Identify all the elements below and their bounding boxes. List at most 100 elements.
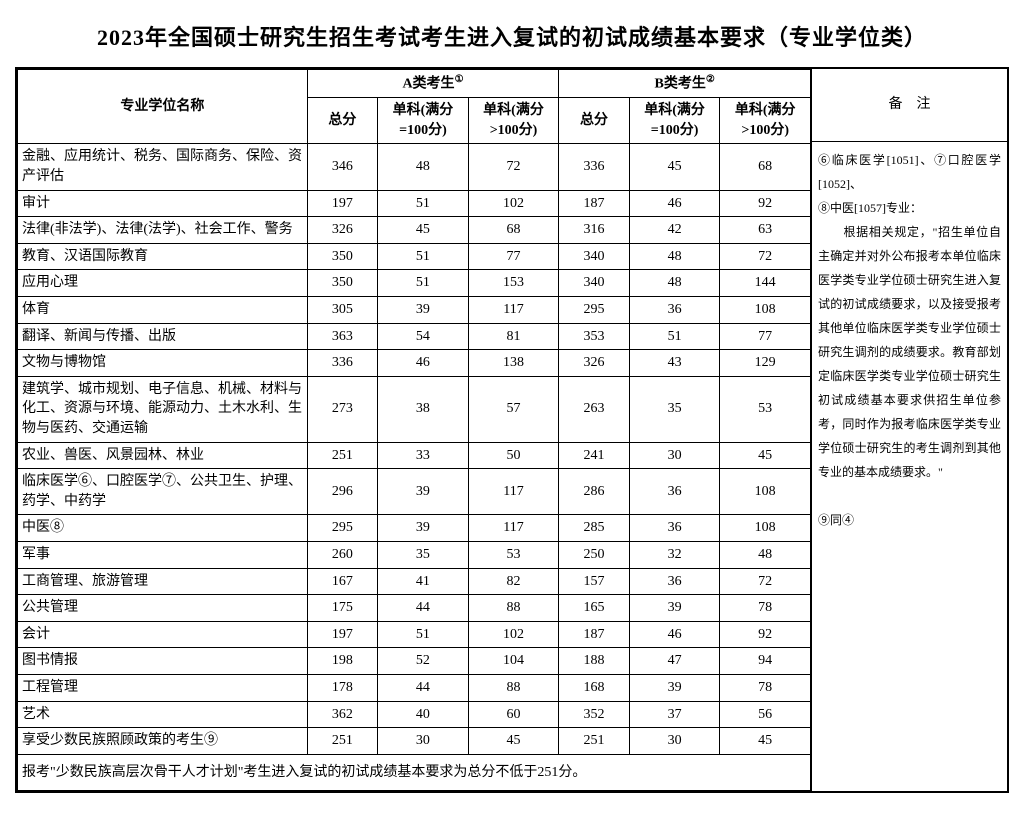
score-cell: 198 [307, 648, 377, 675]
score-cell: 46 [629, 621, 720, 648]
score-cell: 36 [629, 297, 720, 324]
score-cell: 340 [559, 243, 629, 270]
score-cell: 72 [720, 243, 811, 270]
col-b-subover100: 单科(满分>100分) [720, 98, 811, 144]
score-cell: 187 [559, 190, 629, 217]
score-cell: 78 [720, 674, 811, 701]
score-cell: 117 [468, 469, 559, 515]
score-cell: 117 [468, 297, 559, 324]
name-cell: 临床医学⑥、口腔医学⑦、公共卫生、护理、药学、中药学 [18, 469, 308, 515]
score-cell: 53 [468, 541, 559, 568]
col-group-b: B类考生② [559, 70, 811, 98]
score-cell: 53 [720, 376, 811, 442]
score-cell: 168 [559, 674, 629, 701]
score-cell: 286 [559, 469, 629, 515]
col-a-subover100: 单科(满分>100分) [468, 98, 559, 144]
score-cell: 326 [559, 350, 629, 377]
score-cell: 38 [378, 376, 469, 442]
name-cell: 翻译、新闻与传播、出版 [18, 323, 308, 350]
score-cell: 30 [629, 442, 720, 469]
score-cell: 353 [559, 323, 629, 350]
name-cell: 法律(非法学)、法律(法学)、社会工作、警务 [18, 217, 308, 244]
score-cell: 296 [307, 469, 377, 515]
score-cell: 35 [378, 541, 469, 568]
name-cell: 中医⑧ [18, 515, 308, 542]
score-cell: 44 [378, 595, 469, 622]
score-cell: 108 [720, 515, 811, 542]
name-cell: 金融、应用统计、税务、国际商务、保险、资产评估 [18, 144, 308, 190]
name-cell: 公共管理 [18, 595, 308, 622]
score-cell: 350 [307, 270, 377, 297]
score-cell: 39 [378, 515, 469, 542]
score-cell: 39 [378, 469, 469, 515]
score-cell: 52 [378, 648, 469, 675]
score-cell: 46 [378, 350, 469, 377]
score-cell: 352 [559, 701, 629, 728]
score-cell: 54 [378, 323, 469, 350]
score-cell: 305 [307, 297, 377, 324]
score-cell: 48 [378, 144, 469, 190]
score-cell: 92 [720, 621, 811, 648]
score-cell: 350 [307, 243, 377, 270]
score-cell: 36 [629, 469, 720, 515]
score-cell: 35 [629, 376, 720, 442]
score-cell: 36 [629, 515, 720, 542]
name-cell: 应用心理 [18, 270, 308, 297]
score-cell: 30 [629, 728, 720, 755]
table-row: 享受少数民族照顾政策的考生⑨25130452513045 [18, 728, 811, 755]
table-row: 临床医学⑥、口腔医学⑦、公共卫生、护理、药学、中药学29639117286361… [18, 469, 811, 515]
col-b-sub100: 单科(满分=100分) [629, 98, 720, 144]
score-cell: 36 [629, 568, 720, 595]
table-row: 会计197511021874692 [18, 621, 811, 648]
remarks-column: 备 注 ⑥临床医学[1051]、⑦口腔医学[1052]、⑧中医[1057]专业：… [811, 69, 1007, 791]
remarks-line [818, 484, 1001, 508]
score-cell: 362 [307, 701, 377, 728]
score-cell: 285 [559, 515, 629, 542]
score-cell: 45 [378, 217, 469, 244]
score-cell: 251 [559, 728, 629, 755]
remarks-body: ⑥临床医学[1051]、⑦口腔医学[1052]、⑧中医[1057]专业： 根据相… [812, 142, 1007, 791]
header-row-1: 专业学位名称 A类考生① B类考生② [18, 70, 811, 98]
score-cell: 250 [559, 541, 629, 568]
name-cell: 工商管理、旅游管理 [18, 568, 308, 595]
score-cell: 77 [720, 323, 811, 350]
score-cell: 295 [559, 297, 629, 324]
table-wrapper: 专业学位名称 A类考生① B类考生② 总分 单科(满分=100分) 单科(满分>… [15, 67, 1009, 793]
score-cell: 336 [307, 350, 377, 377]
score-cell: 40 [378, 701, 469, 728]
score-cell: 241 [559, 442, 629, 469]
score-cell: 340 [559, 270, 629, 297]
score-cell: 42 [629, 217, 720, 244]
score-cell: 57 [468, 376, 559, 442]
score-cell: 94 [720, 648, 811, 675]
score-cell: 197 [307, 190, 377, 217]
score-cell: 45 [629, 144, 720, 190]
score-cell: 45 [468, 728, 559, 755]
table-row: 艺术36240603523756 [18, 701, 811, 728]
name-cell: 体育 [18, 297, 308, 324]
score-cell: 102 [468, 621, 559, 648]
table-row: 文物与博物馆3364613832643129 [18, 350, 811, 377]
remarks-line: ⑥临床医学[1051]、⑦口腔医学[1052]、 [818, 148, 1001, 196]
score-cell: 48 [629, 243, 720, 270]
name-cell: 军事 [18, 541, 308, 568]
score-cell: 251 [307, 728, 377, 755]
table-body: 金融、应用统计、税务、国际商务、保险、资产评估34648723364568审计1… [18, 144, 811, 754]
score-cell: 48 [720, 541, 811, 568]
name-cell: 享受少数民族照顾政策的考生⑨ [18, 728, 308, 755]
score-cell: 263 [559, 376, 629, 442]
table-row: 公共管理17544881653978 [18, 595, 811, 622]
name-cell: 图书情报 [18, 648, 308, 675]
table-row: 工程管理17844881683978 [18, 674, 811, 701]
remarks-line: ⑧中医[1057]专业： [818, 196, 1001, 220]
table-row: 法律(非法学)、法律(法学)、社会工作、警务32645683164263 [18, 217, 811, 244]
table-row: 图书情报198521041884794 [18, 648, 811, 675]
score-cell: 88 [468, 595, 559, 622]
col-a-sub100: 单科(满分=100分) [378, 98, 469, 144]
score-cell: 363 [307, 323, 377, 350]
table-row: 应用心理3505115334048144 [18, 270, 811, 297]
score-cell: 60 [468, 701, 559, 728]
score-cell: 326 [307, 217, 377, 244]
footnote-cell: 报考"少数民族高层次骨干人才计划"考生进入复试的初试成绩基本要求为总分不低于25… [18, 754, 811, 791]
name-cell: 审计 [18, 190, 308, 217]
